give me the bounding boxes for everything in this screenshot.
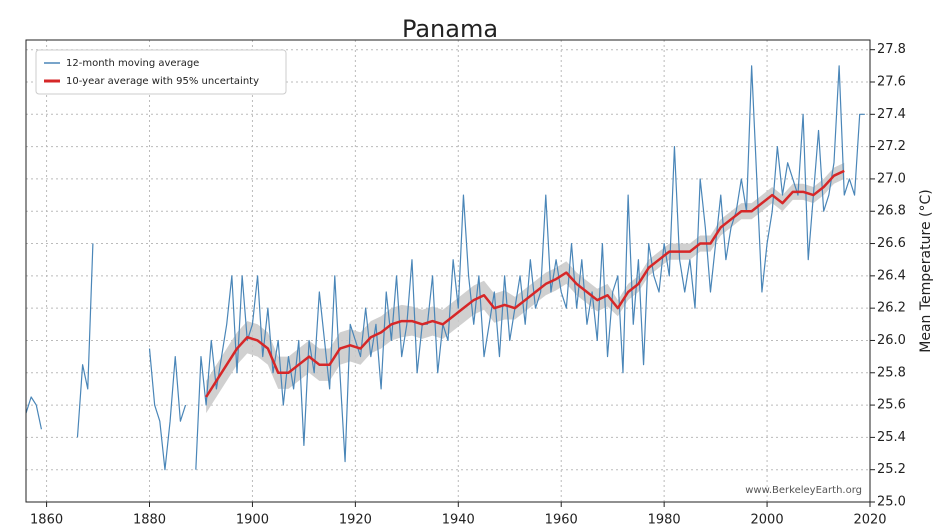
x-tick-label: 1980 — [648, 513, 681, 528]
x-tick-label: 1860 — [30, 513, 63, 528]
uncertainty-band — [206, 162, 845, 414]
y-tick-label: 27.4 — [877, 107, 906, 122]
x-tick-label: 1900 — [236, 513, 269, 528]
y-tick-label: 25.0 — [877, 495, 906, 510]
y-tick-label: 26.4 — [877, 268, 906, 283]
y-tick-label: 27.8 — [877, 42, 906, 57]
y-tick-label: 25.8 — [877, 365, 906, 380]
y-axis-label: Mean Temperature (°C) — [918, 189, 933, 352]
y-tick-label: 27.6 — [877, 75, 906, 90]
legend-box — [35, 49, 287, 95]
watermark: www.BerkeleyEarth.org — [745, 485, 862, 496]
y-tick-label: 25.4 — [877, 430, 906, 445]
series-line — [25, 65, 865, 471]
y-tick-label: 26.0 — [877, 333, 906, 348]
y-tick-label: 27.2 — [877, 139, 906, 154]
series-line — [205, 169, 845, 398]
x-tick-label: 2000 — [751, 513, 784, 528]
y-tick-label: 25.2 — [877, 462, 906, 477]
y-tick-label: 25.6 — [877, 398, 906, 413]
y-tick-label: 26.2 — [877, 301, 906, 316]
x-tick-label: 2020 — [853, 513, 886, 528]
x-tick-label: 1880 — [133, 513, 166, 528]
y-tick-label: 27.0 — [877, 171, 906, 186]
x-tick-label: 1960 — [545, 513, 578, 528]
chart-title: Panama — [402, 15, 498, 43]
plot-frame — [25, 39, 871, 503]
legend-label: 12-month moving average — [66, 58, 199, 69]
x-tick-label: 1940 — [442, 513, 475, 528]
x-tick-label: 1920 — [339, 513, 372, 528]
y-tick-label: 26.8 — [877, 204, 906, 219]
legend-label: 10-year average with 95% uncertainty — [66, 76, 259, 87]
y-tick-label: 26.6 — [877, 236, 906, 251]
